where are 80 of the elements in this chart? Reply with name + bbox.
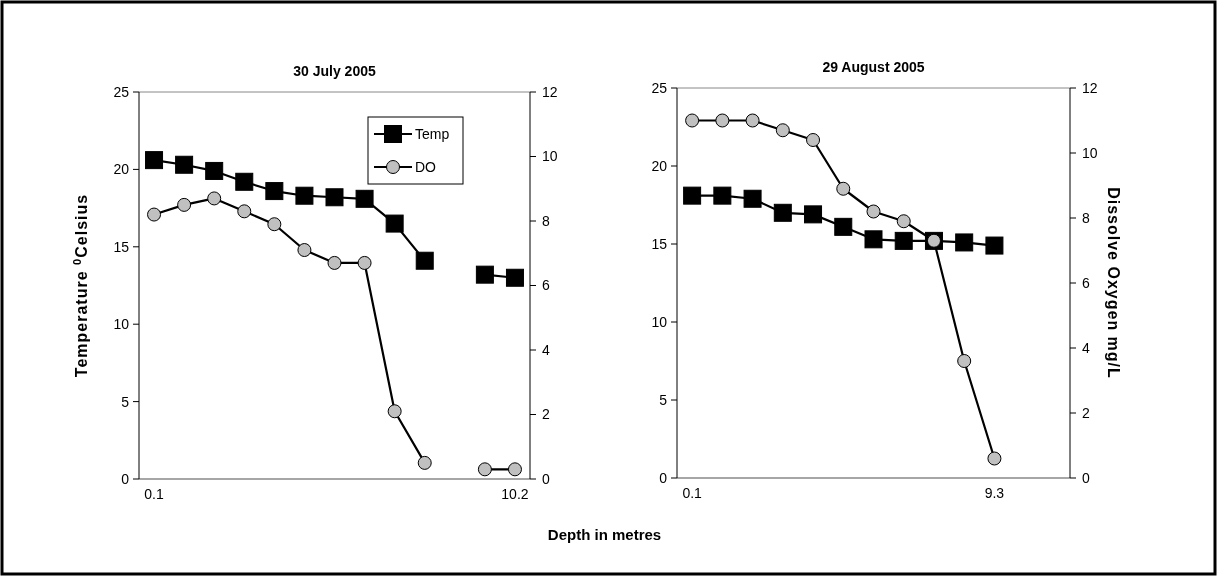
y-tick-label: 10	[113, 316, 130, 333]
point	[806, 133, 821, 147]
y2-tick-label: 6	[1082, 274, 1090, 291]
point	[775, 123, 790, 138]
y2-tick-label: 2	[1082, 404, 1090, 421]
point	[205, 161, 224, 180]
y-tick-label: 10	[651, 313, 668, 330]
point	[475, 265, 494, 284]
y-tick-label: 20	[113, 161, 130, 178]
legend-label: Temp	[415, 125, 450, 142]
y-tick-label: 20	[651, 157, 668, 174]
point	[295, 186, 314, 205]
point	[955, 233, 974, 252]
chart-title: 30 July 2005	[293, 63, 376, 79]
y2-tick-label: 0	[542, 470, 550, 487]
y2-tick-label: 10	[542, 148, 558, 165]
point	[235, 172, 254, 191]
point	[864, 230, 883, 249]
point	[896, 214, 911, 229]
point	[834, 217, 853, 236]
x-tick-label: 0.1	[682, 485, 703, 501]
point	[237, 204, 252, 219]
y2-tick-label: 4	[1082, 339, 1090, 356]
point	[743, 189, 762, 208]
y2-tick-label: 4	[542, 341, 550, 358]
point	[987, 451, 1002, 466]
point	[866, 204, 881, 219]
point	[297, 243, 312, 258]
point	[836, 181, 851, 196]
y2-axis-title: Dissolve Oxygen mg/L	[1105, 187, 1122, 379]
point	[894, 231, 913, 250]
y-tick-label: 15	[113, 238, 130, 255]
point	[715, 113, 730, 128]
y-tick-label: 25	[651, 79, 668, 96]
y2-tick-label: 6	[542, 277, 550, 294]
point	[417, 455, 432, 470]
y-tick-label: 25	[113, 83, 130, 100]
y-tick-label: 0	[121, 470, 130, 487]
y2-tick-label: 8	[1082, 209, 1090, 226]
y2-tick-label: 10	[1082, 144, 1098, 161]
point	[745, 113, 760, 128]
point	[507, 462, 522, 477]
chart-title: 29 August 2005	[822, 59, 925, 75]
point	[685, 113, 700, 128]
point	[804, 205, 823, 224]
x-tick-label: 10.2	[501, 486, 529, 502]
point	[357, 255, 372, 270]
point	[267, 217, 282, 232]
x-tick-label: 0.1	[144, 486, 164, 502]
y2-tick-label: 2	[542, 406, 550, 423]
y-tick-label: 15	[651, 235, 668, 252]
point	[207, 191, 222, 206]
point	[145, 151, 164, 170]
point	[177, 197, 192, 212]
point	[957, 354, 972, 368]
point	[477, 462, 492, 477]
x-axis-title: Depth in metres	[547, 526, 662, 543]
y2-tick-label: 0	[1082, 469, 1090, 486]
point	[387, 404, 402, 419]
point	[325, 188, 344, 207]
y2-tick-label: 12	[542, 83, 558, 100]
point	[505, 268, 524, 287]
point	[265, 182, 284, 201]
y-tick-label: 0	[659, 469, 668, 486]
y2-tick-label: 8	[542, 212, 550, 229]
point	[713, 186, 732, 205]
point	[683, 186, 702, 205]
y-tick-label: 5	[121, 393, 130, 410]
point	[415, 251, 434, 270]
point	[773, 203, 792, 222]
point	[327, 255, 342, 270]
y-tick-label: 5	[659, 391, 668, 408]
point	[985, 236, 1004, 255]
point	[175, 155, 194, 174]
point	[147, 207, 162, 222]
point	[355, 189, 374, 208]
legend-label: DO	[415, 158, 437, 175]
point	[385, 214, 404, 233]
x-tick-label: 9.3	[984, 485, 1005, 501]
y2-tick-label: 12	[1082, 79, 1098, 96]
